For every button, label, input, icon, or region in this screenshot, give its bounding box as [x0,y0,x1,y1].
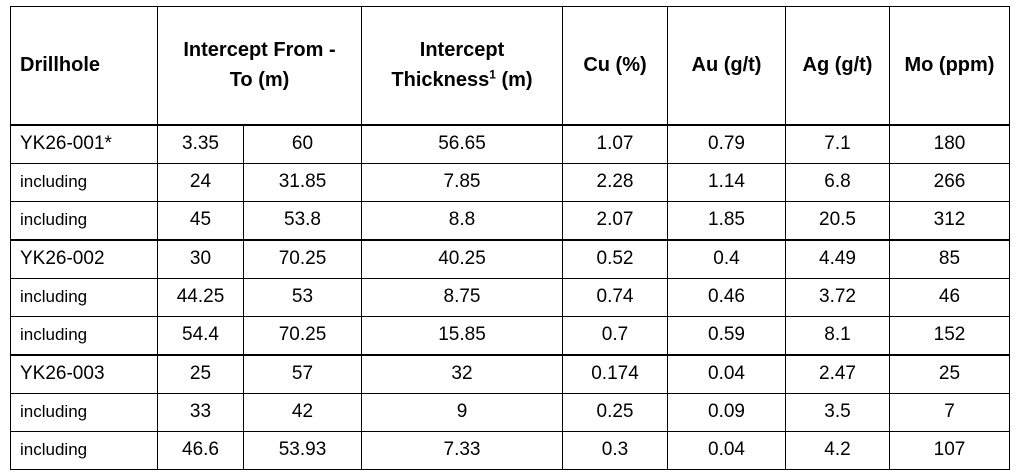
cell-au: 0.09 [667,392,786,432]
cell-mo: 266 [889,162,1010,202]
cell-thickness: 8.8 [361,200,563,240]
table-row: YK26-001* 3.35 60 56.65 1.07 0.79 7.1 18… [10,123,1010,164]
cell-au: 1.14 [667,162,786,202]
header-intercept-from-to-line1: Intercept From - [183,39,336,62]
footnote-marker: 1 [489,67,496,82]
cell-drillhole: including [10,277,158,317]
cell-drillhole: YK26-001* [10,123,158,164]
cell-ag: 20.5 [785,200,890,240]
cell-au: 0.4 [667,238,786,279]
cell-from: 45 [157,200,244,240]
cell-to: 53.8 [243,200,362,240]
cell-from: 25 [157,353,244,394]
cell-thickness: 7.85 [361,162,563,202]
cell-cu: 0.3 [562,430,668,470]
header-ag: Ag (g/t) [785,6,890,126]
cell-au: 0.46 [667,277,786,317]
cell-to: 70.25 [243,238,362,279]
header-drillhole: Drillhole [10,6,158,126]
cell-ag: 6.8 [785,162,890,202]
header-intercept-from-to: Intercept From - To (m) [157,6,362,126]
cell-thickness: 9 [361,392,563,432]
cell-from: 30 [157,238,244,279]
cell-cu: 0.174 [562,353,668,394]
cell-ag: 3.5 [785,392,890,432]
cell-to: 70.25 [243,315,362,355]
table-row: including 54.4 70.25 15.85 0.7 0.59 8.1 … [10,315,1010,355]
cell-drillhole: including [10,392,158,432]
table-row: including 24 31.85 7.85 2.28 1.14 6.8 26… [10,162,1010,202]
cell-thickness: 8.75 [361,277,563,317]
cell-to: 60 [243,123,362,164]
cell-thickness: 32 [361,353,563,394]
cell-thickness: 15.85 [361,315,563,355]
cell-au: 0.04 [667,353,786,394]
header-mo: Mo (ppm) [889,6,1010,126]
drill-results-table: Drillhole Intercept From - To (m) Interc… [10,6,1010,470]
cell-to: 53.93 [243,430,362,470]
cell-drillhole: including [10,162,158,202]
cell-ag: 3.72 [785,277,890,317]
table-row: including 33 42 9 0.25 0.09 3.5 7 [10,392,1010,432]
cell-to: 53 [243,277,362,317]
cell-cu: 0.7 [562,315,668,355]
cell-cu: 2.28 [562,162,668,202]
cell-drillhole: including [10,315,158,355]
table-row: YK26-002 30 70.25 40.25 0.52 0.4 4.49 85 [10,238,1010,279]
cell-mo: 46 [889,277,1010,317]
header-intercept-thickness: Intercept Thickness1 (m) [361,6,563,126]
cell-to: 42 [243,392,362,432]
cell-from: 46.6 [157,430,244,470]
table-row: YK26-003 25 57 32 0.174 0.04 2.47 25 [10,353,1010,394]
cell-mo: 107 [889,430,1010,470]
cell-au: 1.85 [667,200,786,240]
cell-au: 0.59 [667,315,786,355]
header-intercept-from-to-line2: To (m) [229,69,290,92]
cell-ag: 8.1 [785,315,890,355]
cell-mo: 180 [889,123,1010,164]
cell-mo: 152 [889,315,1010,355]
table-row: including 44.25 53 8.75 0.74 0.46 3.72 4… [10,277,1010,317]
cell-au: 0.04 [667,430,786,470]
cell-cu: 2.07 [562,200,668,240]
cell-ag: 4.49 [785,238,890,279]
cell-from: 3.35 [157,123,244,164]
cell-cu: 0.25 [562,392,668,432]
cell-from: 44.25 [157,277,244,317]
cell-mo: 312 [889,200,1010,240]
cell-from: 24 [157,162,244,202]
cell-au: 0.79 [667,123,786,164]
header-row: Drillhole Intercept From - To (m) Interc… [10,6,1010,126]
cell-mo: 7 [889,392,1010,432]
cell-drillhole: including [10,430,158,470]
cell-cu: 1.07 [562,123,668,164]
header-thickness-line2a: Thickness [391,69,490,92]
cell-thickness: 56.65 [361,123,563,164]
table-row: including 45 53.8 8.8 2.07 1.85 20.5 312 [10,200,1010,240]
cell-mo: 25 [889,353,1010,394]
header-thickness-line1: Intercept [419,39,505,62]
header-au: Au (g/t) [667,6,786,126]
cell-cu: 0.52 [562,238,668,279]
cell-thickness: 40.25 [361,238,563,279]
cell-drillhole: including [10,200,158,240]
cell-mo: 85 [889,238,1010,279]
header-cu: Cu (%) [562,6,668,126]
cell-thickness: 7.33 [361,430,563,470]
cell-to: 31.85 [243,162,362,202]
cell-drillhole: YK26-003 [10,353,158,394]
cell-from: 54.4 [157,315,244,355]
cell-from: 33 [157,392,244,432]
cell-ag: 4.2 [785,430,890,470]
cell-ag: 7.1 [785,123,890,164]
cell-ag: 2.47 [785,353,890,394]
table-row: including 46.6 53.93 7.33 0.3 0.04 4.2 1… [10,430,1010,470]
cell-drillhole: YK26-002 [10,238,158,279]
header-thickness-line2b: (m) [495,69,533,92]
cell-cu: 0.74 [562,277,668,317]
cell-to: 57 [243,353,362,394]
